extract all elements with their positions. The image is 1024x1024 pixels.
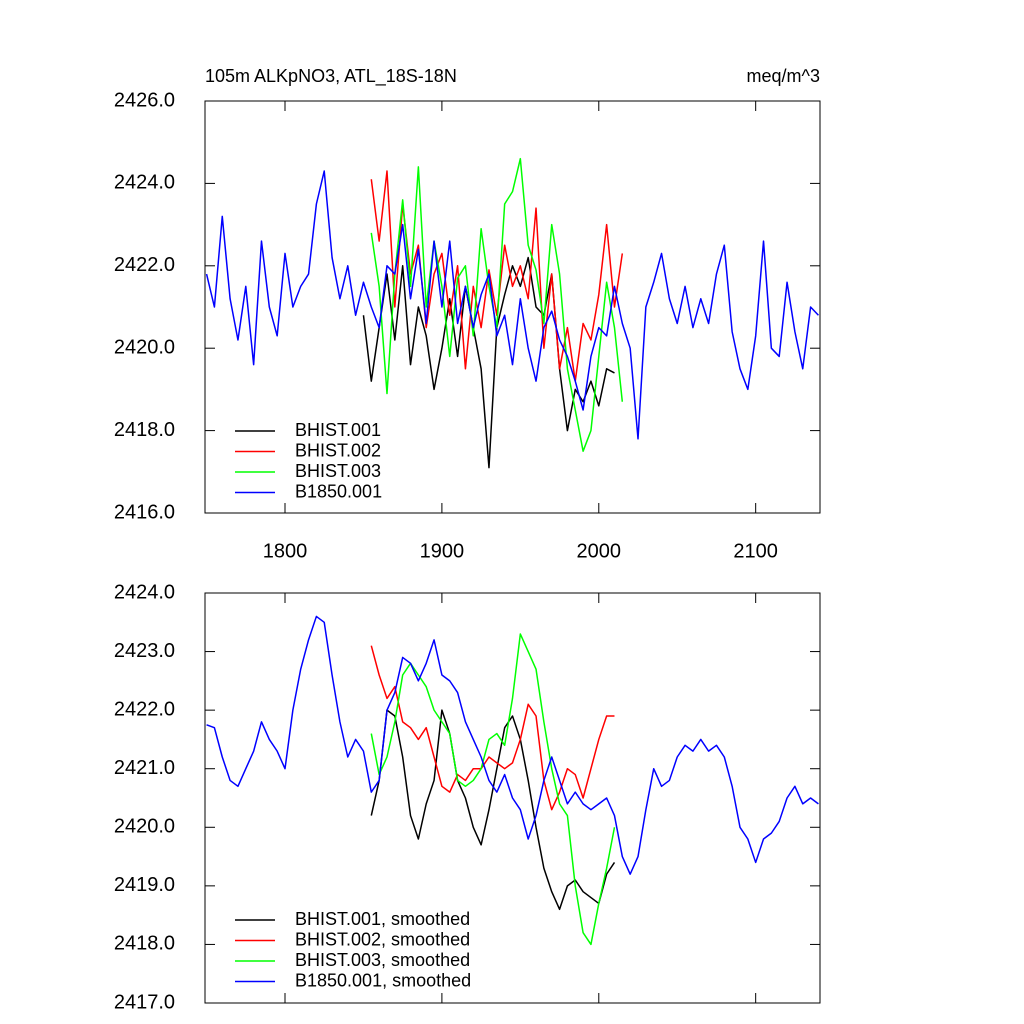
series-line <box>370 709 616 911</box>
y-tick-label: 2417.0 <box>114 991 175 1013</box>
series-line <box>205 170 819 440</box>
x-tick-label: 1900 <box>420 540 465 562</box>
series-line <box>370 170 624 382</box>
y-tick-label: 2426.0 <box>114 89 175 111</box>
y-tick-label: 2422.0 <box>114 254 175 276</box>
legend-label: BHIST.002, smoothed <box>295 929 470 949</box>
y-tick-label: 2422.0 <box>114 698 175 720</box>
y-tick-label: 2424.0 <box>114 581 175 603</box>
units-label: meq/m^3 <box>747 66 820 86</box>
series-line <box>370 157 624 452</box>
y-tick-label: 2420.0 <box>114 816 175 838</box>
y-tick-label: 2423.0 <box>114 640 175 662</box>
y-tick-label: 2418.0 <box>114 419 175 441</box>
plot-frame <box>204 100 821 514</box>
series-line <box>362 256 615 469</box>
legend-label: BHIST.003 <box>295 461 381 481</box>
legend-label: B1850.001 <box>295 481 382 501</box>
x-tick-label: 1800 <box>263 540 308 562</box>
y-tick-label: 2418.0 <box>114 933 175 955</box>
y-tick-label: 2416.0 <box>114 501 175 523</box>
legend-label: BHIST.001, smoothed <box>295 909 470 929</box>
y-tick-label: 2420.0 <box>114 336 175 358</box>
legend-label: B1850.001, smoothed <box>295 970 471 990</box>
y-tick-label: 2421.0 <box>114 757 175 779</box>
legend-label: BHIST.002 <box>295 440 381 460</box>
plot-frame <box>204 592 821 1004</box>
legend-label: BHIST.003, smoothed <box>295 950 470 970</box>
legend-label: BHIST.001 <box>295 420 381 440</box>
x-tick-label: 2000 <box>577 540 622 562</box>
y-tick-label: 2419.0 <box>114 874 175 896</box>
y-tick-label: 2424.0 <box>114 172 175 194</box>
series-line <box>206 615 819 875</box>
x-tick-label: 2100 <box>733 540 778 562</box>
series-line <box>370 645 615 811</box>
chart-title: 105m ALKpNO3, ATL_18S-18N <box>205 66 457 87</box>
